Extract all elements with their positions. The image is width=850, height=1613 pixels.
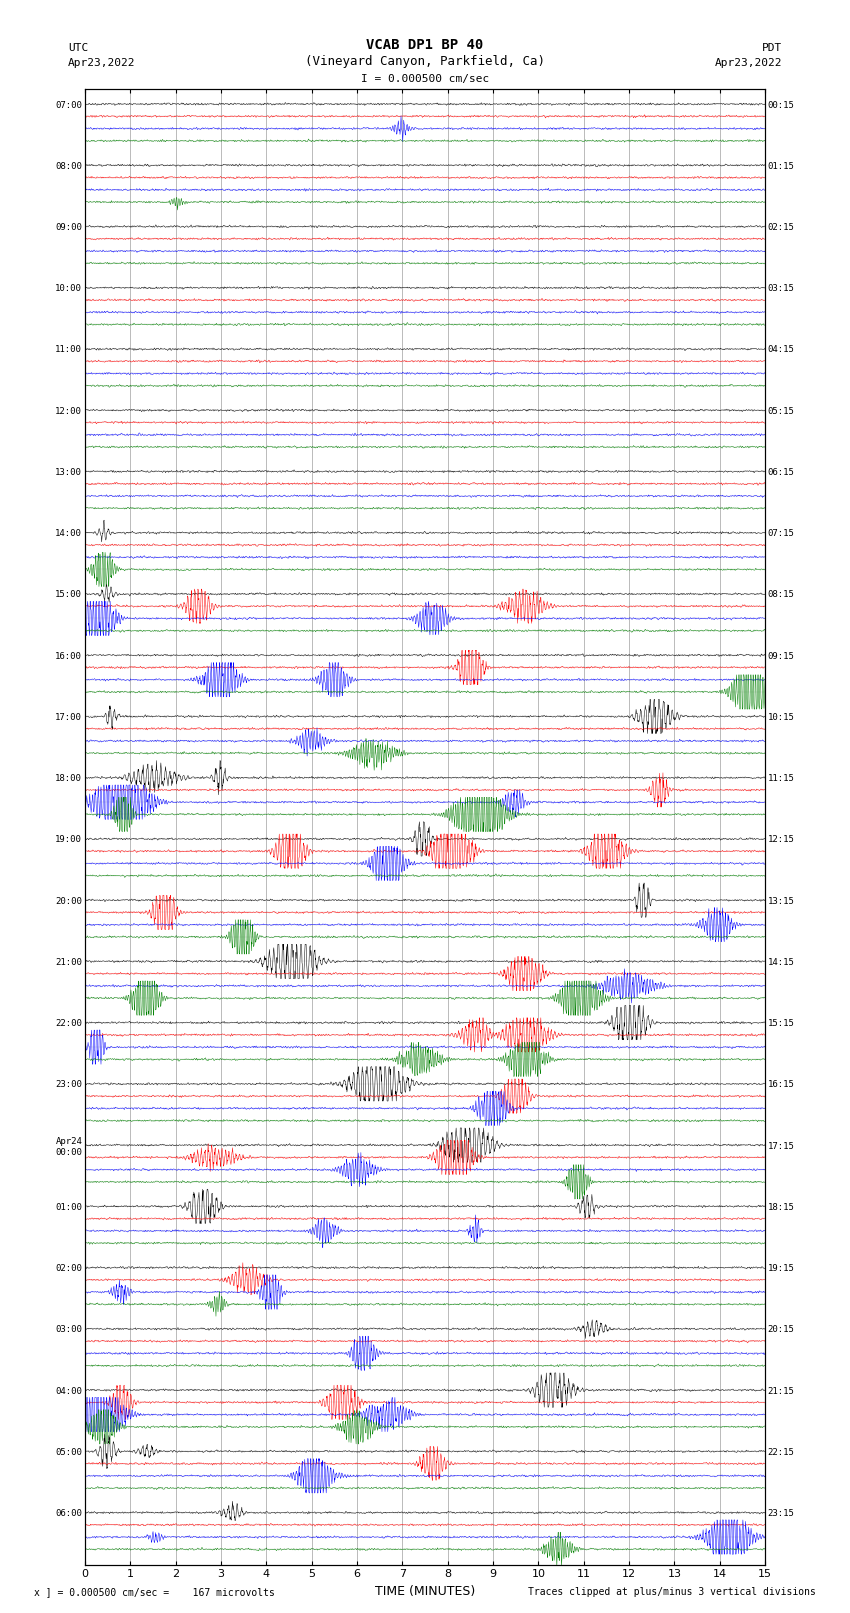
Text: UTC: UTC [68, 44, 88, 53]
Text: Apr23,2022: Apr23,2022 [68, 58, 135, 68]
Text: x ] = 0.000500 cm/sec =    167 microvolts: x ] = 0.000500 cm/sec = 167 microvolts [34, 1587, 275, 1597]
Text: Traces clipped at plus/minus 3 vertical divisions: Traces clipped at plus/minus 3 vertical … [528, 1587, 816, 1597]
Text: (Vineyard Canyon, Parkfield, Ca): (Vineyard Canyon, Parkfield, Ca) [305, 55, 545, 68]
Text: Apr23,2022: Apr23,2022 [715, 58, 782, 68]
X-axis label: TIME (MINUTES): TIME (MINUTES) [375, 1586, 475, 1598]
Text: PDT: PDT [762, 44, 782, 53]
Text: VCAB DP1 BP 40: VCAB DP1 BP 40 [366, 37, 484, 52]
Text: I = 0.000500 cm/sec: I = 0.000500 cm/sec [361, 74, 489, 84]
